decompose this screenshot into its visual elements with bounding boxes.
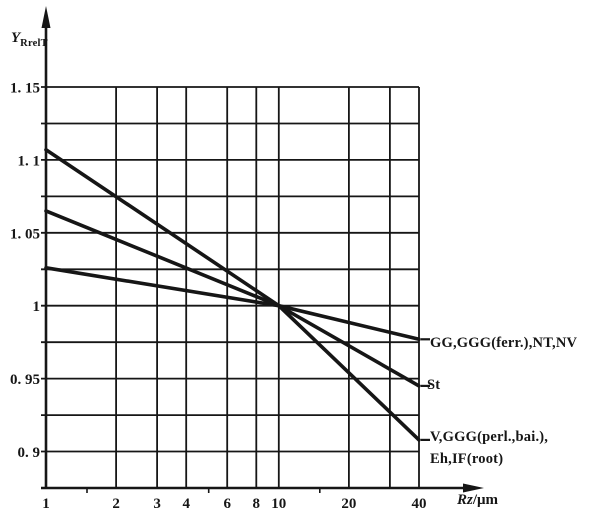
- x-tick-label: 40: [412, 496, 427, 512]
- x-axis-arrow-icon: [463, 483, 484, 493]
- y-tick-label: 0. 95: [10, 372, 40, 388]
- y-axis-subscript: RrelT: [20, 38, 48, 49]
- series-label-st: St: [427, 377, 441, 393]
- x-axis-unit: /μm: [472, 492, 499, 508]
- x-axis-label: Rz/μm: [457, 492, 498, 509]
- x-tick-label: 20: [341, 496, 356, 512]
- y-axis-symbol: Y: [11, 30, 21, 46]
- y-tick-label: 1: [33, 299, 41, 315]
- y-tick-label: 1. 15: [10, 81, 40, 97]
- x-axis-symbol: Rz: [457, 492, 473, 508]
- x-tick-label: 3: [153, 496, 161, 512]
- series-label-v-ggg-perl-bai: V,GGG(perl.,bai.),: [430, 429, 549, 445]
- series-line-2: [44, 147, 421, 442]
- y-tick-label: 0. 9: [18, 445, 41, 461]
- x-tick-label: 2: [112, 496, 120, 512]
- x-tick-label: 4: [182, 496, 190, 512]
- series-line-0: [44, 265, 421, 342]
- x-tick-label: 8: [253, 496, 261, 512]
- series-label-eh-if-root: Eh,IF(root): [430, 451, 504, 467]
- y-tick-label: 1. 05: [10, 226, 40, 242]
- x-tick-label: 6: [223, 496, 231, 512]
- x-tick-label: 10: [271, 496, 286, 512]
- series-label-gg-ggg-ferr-nt-nv: GG,GGG(ferr.),NT,NV: [430, 335, 578, 351]
- y-axis-label: YRrelT: [11, 30, 48, 49]
- y-tick-label: 1. 1: [18, 153, 41, 169]
- x-tick-label: 1: [42, 496, 50, 512]
- y-axis-arrow-icon: [41, 6, 51, 28]
